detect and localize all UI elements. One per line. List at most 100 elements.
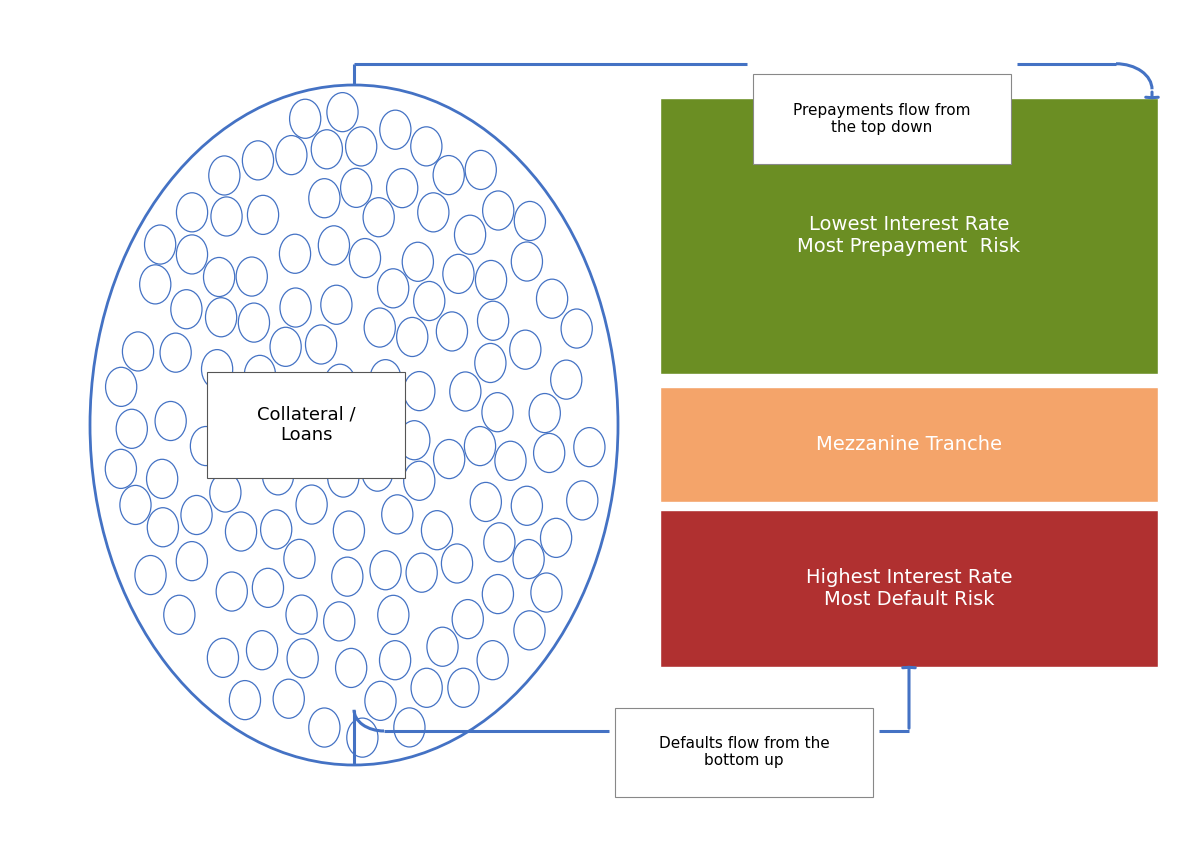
Text: Collateral /
Loans: Collateral / Loans xyxy=(257,405,355,445)
Ellipse shape xyxy=(362,452,394,491)
Ellipse shape xyxy=(176,193,208,232)
Ellipse shape xyxy=(397,317,428,356)
Ellipse shape xyxy=(494,441,526,480)
Ellipse shape xyxy=(331,557,362,596)
Ellipse shape xyxy=(306,325,337,364)
Ellipse shape xyxy=(482,191,514,230)
Ellipse shape xyxy=(116,409,148,448)
Ellipse shape xyxy=(239,303,270,343)
Ellipse shape xyxy=(534,434,565,473)
Ellipse shape xyxy=(176,235,208,274)
Ellipse shape xyxy=(274,679,305,718)
Ellipse shape xyxy=(364,198,395,237)
Ellipse shape xyxy=(452,599,484,638)
Ellipse shape xyxy=(421,511,452,550)
Ellipse shape xyxy=(475,343,506,382)
Ellipse shape xyxy=(433,156,464,195)
Ellipse shape xyxy=(470,483,502,522)
Ellipse shape xyxy=(427,627,458,666)
Ellipse shape xyxy=(296,437,328,476)
Ellipse shape xyxy=(394,708,425,747)
Text: Lowest Interest Rate
Most Prepayment  Risk: Lowest Interest Rate Most Prepayment Ris… xyxy=(798,215,1020,257)
Ellipse shape xyxy=(466,150,497,190)
Ellipse shape xyxy=(210,473,241,512)
Ellipse shape xyxy=(433,439,464,479)
Ellipse shape xyxy=(287,638,318,677)
Ellipse shape xyxy=(260,510,292,549)
FancyBboxPatch shape xyxy=(660,98,1158,374)
FancyBboxPatch shape xyxy=(660,387,1158,501)
Ellipse shape xyxy=(379,110,410,150)
Ellipse shape xyxy=(211,197,242,236)
Ellipse shape xyxy=(341,168,372,207)
Ellipse shape xyxy=(144,225,175,264)
Ellipse shape xyxy=(562,309,593,348)
Ellipse shape xyxy=(484,523,515,562)
Ellipse shape xyxy=(326,93,358,132)
Ellipse shape xyxy=(482,575,514,614)
Ellipse shape xyxy=(229,681,260,720)
Ellipse shape xyxy=(146,459,178,498)
Ellipse shape xyxy=(364,308,395,347)
Ellipse shape xyxy=(370,360,401,399)
Ellipse shape xyxy=(511,486,542,525)
Ellipse shape xyxy=(365,682,396,721)
Ellipse shape xyxy=(382,495,413,534)
Ellipse shape xyxy=(274,381,305,420)
Ellipse shape xyxy=(176,541,208,581)
Ellipse shape xyxy=(324,602,355,641)
Ellipse shape xyxy=(270,327,301,366)
Ellipse shape xyxy=(252,569,283,608)
Ellipse shape xyxy=(412,668,443,707)
Ellipse shape xyxy=(478,641,509,680)
Ellipse shape xyxy=(170,290,202,329)
Ellipse shape xyxy=(242,412,274,451)
Ellipse shape xyxy=(155,401,186,440)
Ellipse shape xyxy=(289,99,320,139)
Ellipse shape xyxy=(205,298,236,337)
Ellipse shape xyxy=(324,364,355,403)
Ellipse shape xyxy=(311,130,342,169)
Ellipse shape xyxy=(106,450,137,489)
Ellipse shape xyxy=(202,349,233,388)
Ellipse shape xyxy=(226,512,257,551)
Text: Highest Interest Rate
Most Default Risk: Highest Interest Rate Most Default Risk xyxy=(805,568,1013,609)
Ellipse shape xyxy=(148,507,179,547)
Ellipse shape xyxy=(245,355,276,394)
Ellipse shape xyxy=(566,481,598,520)
Ellipse shape xyxy=(276,135,307,174)
Ellipse shape xyxy=(510,330,541,369)
Ellipse shape xyxy=(482,393,514,432)
Ellipse shape xyxy=(134,556,166,595)
Ellipse shape xyxy=(448,668,479,707)
Ellipse shape xyxy=(403,462,434,501)
Ellipse shape xyxy=(386,168,418,207)
Ellipse shape xyxy=(410,127,442,166)
Text: Defaults flow from the
bottom up: Defaults flow from the bottom up xyxy=(659,736,829,768)
Ellipse shape xyxy=(208,638,239,677)
Ellipse shape xyxy=(328,458,359,497)
Ellipse shape xyxy=(540,518,571,558)
FancyBboxPatch shape xyxy=(206,372,406,478)
Ellipse shape xyxy=(236,257,268,296)
Ellipse shape xyxy=(334,511,365,550)
Ellipse shape xyxy=(280,288,311,327)
Ellipse shape xyxy=(286,595,317,634)
Ellipse shape xyxy=(402,242,433,281)
Ellipse shape xyxy=(378,269,409,308)
Ellipse shape xyxy=(280,235,311,274)
Ellipse shape xyxy=(536,279,568,318)
Ellipse shape xyxy=(216,572,247,611)
Ellipse shape xyxy=(370,551,401,590)
Ellipse shape xyxy=(211,388,242,427)
Ellipse shape xyxy=(511,242,542,281)
Ellipse shape xyxy=(320,286,352,325)
Ellipse shape xyxy=(209,156,240,195)
Ellipse shape xyxy=(455,215,486,254)
Ellipse shape xyxy=(398,421,430,460)
Ellipse shape xyxy=(464,427,496,466)
Text: Mezzanine Tranche: Mezzanine Tranche xyxy=(816,434,1002,454)
Ellipse shape xyxy=(347,718,378,757)
Ellipse shape xyxy=(163,595,194,634)
Ellipse shape xyxy=(318,226,349,265)
